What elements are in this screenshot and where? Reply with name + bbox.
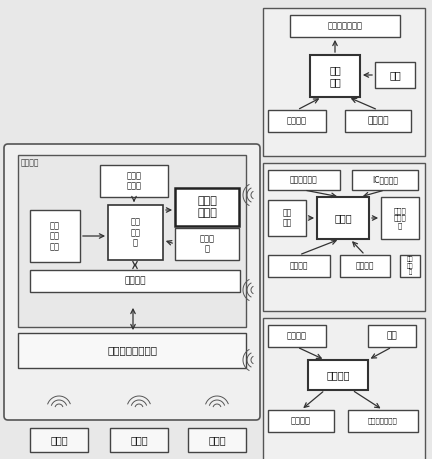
Text: 错位停车服务中心: 错位停车服务中心 xyxy=(107,346,157,356)
Bar xyxy=(317,197,369,239)
Text: 车位状态显示灯: 车位状态显示灯 xyxy=(327,22,362,30)
Bar xyxy=(263,318,425,459)
Text: 超声波探测器: 超声波探测器 xyxy=(290,175,318,185)
FancyBboxPatch shape xyxy=(4,144,260,420)
Bar xyxy=(352,170,418,190)
Text: 视频
摄像: 视频 摄像 xyxy=(283,208,292,228)
Text: 云服务器: 云服务器 xyxy=(21,158,39,167)
Bar xyxy=(108,205,163,260)
Bar xyxy=(30,428,88,452)
Bar xyxy=(268,110,326,132)
Bar xyxy=(175,188,239,226)
Text: 红外探测: 红外探测 xyxy=(356,262,374,270)
Bar xyxy=(340,255,390,277)
Text: 视频摄像: 视频摄像 xyxy=(287,117,307,125)
Text: 地感线圈: 地感线圈 xyxy=(367,117,389,125)
Bar xyxy=(268,200,306,236)
Text: 车位状
态显示
灯: 车位状 态显示 灯 xyxy=(394,207,407,229)
Bar xyxy=(290,15,400,37)
Bar xyxy=(268,170,340,190)
Bar xyxy=(345,110,411,132)
Text: 数据处
理模块: 数据处 理模块 xyxy=(197,196,217,218)
Text: 地感线圈: 地感线圈 xyxy=(290,262,308,270)
Bar xyxy=(308,360,368,390)
Text: 收费
管理
模块: 收费 管理 模块 xyxy=(50,221,60,251)
Text: 路边
车位: 路边 车位 xyxy=(329,65,341,87)
Text: 车主一: 车主一 xyxy=(50,435,68,445)
Text: 视频摄像: 视频摄像 xyxy=(287,331,307,341)
Bar xyxy=(400,255,420,277)
Bar xyxy=(110,428,168,452)
Bar xyxy=(268,325,326,347)
Bar xyxy=(310,55,360,97)
Text: 车位状态显示灯: 车位状态显示灯 xyxy=(368,418,398,424)
Bar xyxy=(100,165,168,197)
Bar xyxy=(375,62,415,88)
Bar xyxy=(268,410,334,432)
Text: IC卡读卡器: IC卡读卡器 xyxy=(372,175,398,185)
Bar xyxy=(18,155,246,327)
Bar xyxy=(30,210,80,262)
Text: 车主三: 车主三 xyxy=(208,435,226,445)
Text: 咪表: 咪表 xyxy=(389,70,401,80)
Text: 引导
显示
屏: 引导 显示 屏 xyxy=(407,257,413,275)
Bar xyxy=(188,428,246,452)
Text: 咪表: 咪表 xyxy=(387,331,397,341)
Text: 小区车位: 小区车位 xyxy=(326,370,350,380)
Bar xyxy=(30,270,240,292)
Text: 导航模
块: 导航模 块 xyxy=(200,234,215,254)
Text: 数据存
储模块: 数据存 储模块 xyxy=(127,171,142,190)
Text: 地感线圈: 地感线圈 xyxy=(291,416,311,425)
Bar xyxy=(381,197,419,239)
Bar xyxy=(263,8,425,156)
Bar xyxy=(368,325,416,347)
Bar xyxy=(348,410,418,432)
Bar xyxy=(268,255,330,277)
Text: 车主二: 车主二 xyxy=(130,435,148,445)
Text: 通信模块: 通信模块 xyxy=(124,276,146,285)
Text: 停车场: 停车场 xyxy=(334,213,352,223)
Bar xyxy=(18,333,246,368)
Bar xyxy=(263,163,425,311)
Text: 云服
务平
台: 云服 务平 台 xyxy=(130,218,140,247)
Bar xyxy=(175,228,239,260)
